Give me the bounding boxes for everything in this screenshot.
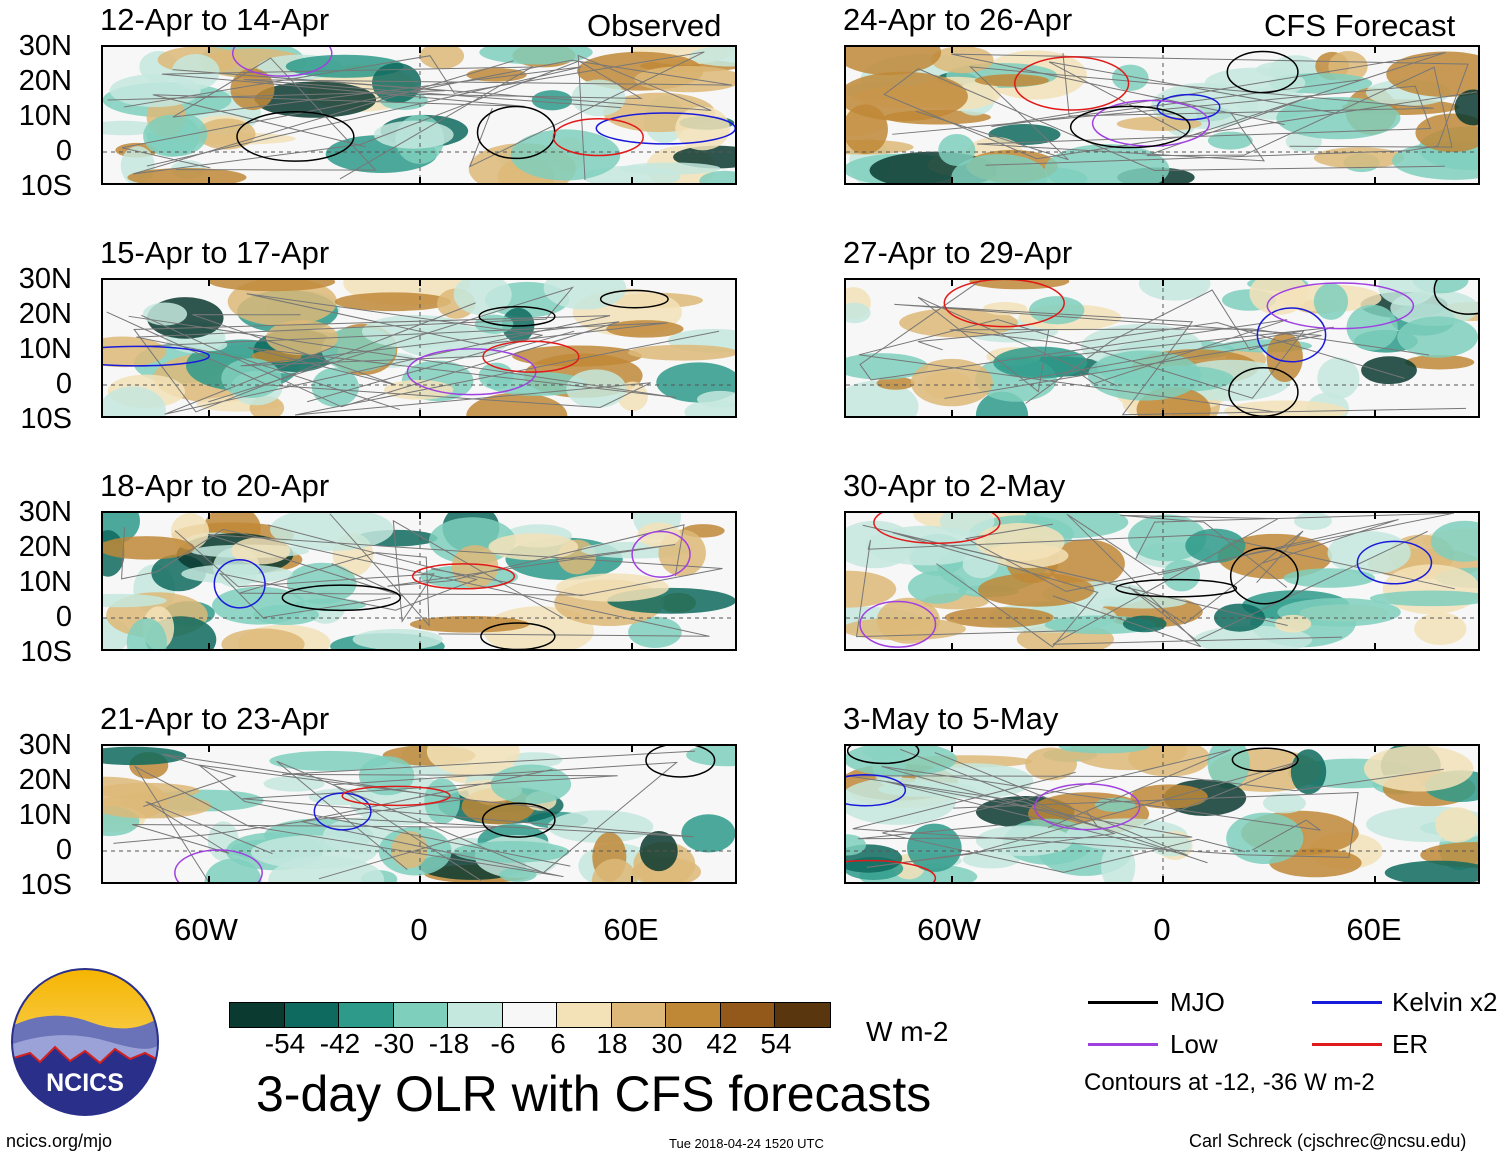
- olr-field: [846, 513, 1478, 649]
- olr-field: [103, 746, 735, 882]
- ncics-logo: NCICS: [11, 968, 159, 1116]
- observed-map: [101, 278, 737, 418]
- lat-label: 0: [55, 135, 72, 167]
- colorbar-label: 18: [596, 1028, 628, 1059]
- forecast-map: [844, 45, 1480, 185]
- colorbar-swatch: [502, 1003, 557, 1027]
- footer-credit: Carl Schreck (cjschrec@ncsu.edu): [1189, 1131, 1467, 1151]
- forecast-panel-title: 24-Apr to 26-Apr: [843, 2, 1073, 37]
- lat-label: 10S: [20, 869, 72, 901]
- lat-label: 10N: [18, 566, 72, 598]
- lat-label: 30N: [18, 263, 72, 295]
- colorbar: [229, 1002, 831, 1028]
- lat-label: 10S: [20, 636, 72, 668]
- colorbar-swatch: [284, 1003, 339, 1027]
- lon-label: 60E: [603, 912, 659, 947]
- lat-label: 20N: [18, 65, 72, 97]
- footer-website: ncics.org/mjo: [6, 1131, 113, 1151]
- colorbar-swatch: [339, 1003, 394, 1027]
- colorbar-swatch: [666, 1003, 721, 1027]
- olr-field: [103, 513, 735, 649]
- lon-label: 60W: [174, 912, 238, 947]
- lat-label: 10S: [20, 170, 72, 202]
- colorbar-swatch: [393, 1003, 448, 1027]
- colorbar-label: 6: [550, 1028, 566, 1059]
- logo-text: NCICS: [46, 1069, 124, 1097]
- lon-label: 0: [1153, 912, 1171, 947]
- colorbar-swatch: [775, 1003, 830, 1027]
- lon-label: 60E: [1346, 912, 1402, 947]
- lat-label: 10N: [18, 100, 72, 132]
- olr-field: [846, 746, 1478, 882]
- legend-label-kelvin: Kelvin x2: [1392, 987, 1498, 1017]
- olr-field: [846, 280, 1478, 416]
- lat-label: 30N: [18, 729, 72, 761]
- lat-label: 0: [55, 601, 72, 633]
- legend-swatch-mjo: [1088, 1001, 1158, 1004]
- forecast-panel-title: 3-May to 5-May: [843, 701, 1059, 736]
- legend-label-low: Low: [1170, 1029, 1218, 1059]
- lon-label: 0: [410, 912, 428, 947]
- colorbar-label: 54: [760, 1028, 792, 1059]
- legend-swatch-er: [1312, 1043, 1382, 1046]
- legend-label-er: ER: [1392, 1029, 1429, 1059]
- colorbar-label: 30: [651, 1028, 683, 1059]
- lat-label: 30N: [18, 496, 72, 528]
- legend-label-mjo: MJO: [1170, 987, 1225, 1017]
- colorbar-swatch: [557, 1003, 612, 1027]
- lat-label: 30N: [18, 30, 72, 62]
- colorbar-swatch: [611, 1003, 666, 1027]
- olr-field: [846, 47, 1478, 183]
- observed-panel-title: 12-Apr to 14-Apr: [100, 2, 330, 37]
- colorbar-label: -42: [319, 1028, 361, 1059]
- footer-timestamp: Tue 2018-04-24 1520 UTC: [669, 1136, 824, 1151]
- lat-label: 20N: [18, 531, 72, 563]
- forecast-map: [844, 511, 1480, 651]
- figure-title: 3-day OLR with CFS forecasts: [256, 1066, 932, 1122]
- colorbar-units: W m-2: [866, 1016, 949, 1047]
- observed-panel-title: 21-Apr to 23-Apr: [100, 701, 330, 736]
- forecast-header: CFS Forecast: [1264, 8, 1456, 43]
- colorbar-swatch: [720, 1003, 775, 1027]
- lat-label: 20N: [18, 764, 72, 796]
- lon-label: 60W: [917, 912, 981, 947]
- olr-field: [103, 47, 735, 183]
- colorbar-label: -18: [428, 1028, 470, 1059]
- lat-label: 0: [55, 834, 72, 866]
- colorbar-label: -30: [373, 1028, 415, 1059]
- colorbar-label: -6: [490, 1028, 516, 1059]
- colorbar-swatch: [448, 1003, 503, 1027]
- lat-label: 20N: [18, 298, 72, 330]
- forecast-panel-title: 27-Apr to 29-Apr: [843, 235, 1073, 270]
- forecast-map: [844, 278, 1480, 418]
- colorbar-label: 42: [706, 1028, 738, 1059]
- lat-label: 0: [55, 368, 72, 400]
- observed-panel-title: 15-Apr to 17-Apr: [100, 235, 330, 270]
- lat-label: 10N: [18, 799, 72, 831]
- lat-label: 10N: [18, 333, 72, 365]
- colorbar-swatch: [230, 1003, 285, 1027]
- colorbar-label: -54: [264, 1028, 306, 1059]
- forecast-panel-title: 30-Apr to 2-May: [843, 468, 1066, 503]
- observed-header: Observed: [587, 8, 722, 43]
- observed-panel-title: 18-Apr to 20-Apr: [100, 468, 330, 503]
- observed-map: [101, 511, 737, 651]
- lat-label: 10S: [20, 403, 72, 435]
- legend-swatch-kelvin: [1312, 1001, 1382, 1004]
- observed-map: [101, 744, 737, 884]
- olr-field: [103, 280, 735, 416]
- legend-swatch-low: [1088, 1043, 1158, 1046]
- legend-note: Contours at -12, -36 W m-2: [1084, 1069, 1375, 1096]
- observed-map: [101, 45, 737, 185]
- forecast-map: [844, 744, 1480, 884]
